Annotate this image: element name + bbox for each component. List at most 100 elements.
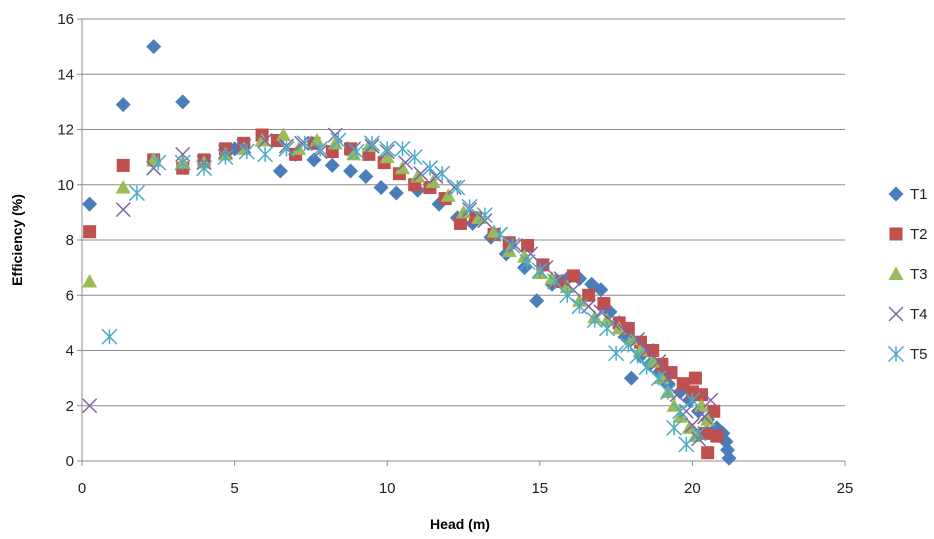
data-point: [492, 226, 509, 243]
data-point: [611, 320, 627, 335]
data-point: [275, 127, 291, 142]
data-point: [620, 336, 637, 354]
data-point: [446, 179, 462, 196]
data-point: [608, 345, 625, 362]
data-point: [559, 279, 575, 293]
data-point: [388, 185, 404, 201]
data-point: [519, 254, 536, 271]
data-point: [501, 243, 517, 258]
y-tick-label: 10: [57, 177, 74, 194]
data-point: [440, 188, 456, 202]
legend-marker-t2: [889, 227, 903, 241]
data-point: [669, 387, 685, 403]
x-tick-label: 0: [78, 480, 86, 497]
data-point: [593, 304, 609, 320]
data-point: [659, 383, 677, 400]
legend-label: T1: [910, 186, 928, 203]
data-point: [379, 140, 396, 157]
data-point: [296, 135, 313, 152]
data-point: [523, 246, 539, 262]
data-point: [175, 94, 191, 110]
data-point: [278, 140, 295, 157]
y-tick-label: 8: [66, 232, 74, 249]
data-point: [348, 143, 365, 160]
data-point: [582, 288, 596, 302]
data-point: [651, 354, 667, 370]
y-tick-label: 12: [57, 122, 74, 139]
data-point: [83, 225, 97, 239]
data-point: [174, 154, 191, 171]
data-point: [453, 216, 467, 230]
data-point: [217, 149, 234, 166]
data-point: [664, 366, 678, 380]
data-point: [684, 392, 701, 409]
data-point: [650, 370, 667, 387]
data-point: [586, 312, 603, 329]
data-point: [599, 312, 615, 327]
x-tick-label: 10: [379, 480, 396, 497]
series-t1: [82, 39, 737, 466]
data-point: [678, 403, 694, 419]
data-point: [701, 446, 715, 460]
data-point: [531, 262, 548, 279]
data-point: [449, 179, 466, 196]
data-point: [115, 180, 131, 194]
data-point: [434, 165, 451, 182]
legend-marker-t1: [888, 186, 904, 202]
data-point: [358, 168, 374, 184]
data-point: [461, 198, 478, 215]
data-point: [695, 388, 709, 402]
data-point: [697, 409, 713, 425]
data-point: [257, 133, 273, 149]
data-point: [597, 297, 611, 311]
data-point: [82, 398, 98, 414]
data-point: [571, 298, 588, 315]
data-point: [291, 141, 307, 155]
data-point: [529, 293, 545, 309]
data-point: [306, 152, 322, 168]
legend-marker-t4: [888, 306, 904, 322]
data-point: [629, 347, 646, 365]
data-point: [294, 135, 310, 151]
data-point: [566, 269, 580, 283]
data-point: [690, 425, 707, 442]
x-tick-label: 25: [837, 480, 854, 497]
data-point: [406, 149, 423, 166]
x-axis: 0 5 10 15 20 25: [78, 460, 854, 497]
data-point: [150, 154, 167, 171]
series-t5: [101, 132, 707, 453]
legend-label: T2: [910, 226, 928, 243]
plot-area: [82, 39, 737, 466]
data-point: [379, 149, 395, 164]
y-tick-label: 16: [57, 11, 74, 28]
data-point: [666, 419, 683, 436]
legend: T1 T2 T3 T4 T5: [887, 186, 928, 363]
data-point: [707, 404, 721, 418]
data-point: [684, 417, 700, 433]
y-tick-label: 4: [66, 343, 74, 360]
data-point: [456, 204, 471, 219]
legend-label: T5: [910, 346, 928, 363]
data-point: [476, 207, 493, 224]
data-point: [330, 132, 347, 149]
data-point: [257, 146, 274, 163]
data-point: [593, 282, 609, 298]
y-axis: 0 2 4 6 8 10 12 14 16: [57, 11, 83, 470]
data-point: [678, 436, 695, 453]
legend-marker-t3: [888, 266, 904, 280]
data-point: [115, 97, 131, 113]
data-point: [254, 133, 270, 147]
y-tick-label: 0: [66, 453, 74, 470]
y-tick-label: 6: [66, 287, 74, 304]
data-point: [598, 320, 615, 337]
data-point: [394, 140, 411, 157]
data-point: [128, 185, 145, 202]
data-point: [471, 210, 487, 224]
series-t2: [83, 128, 724, 460]
data-point: [101, 328, 118, 345]
y-axis-label: Efficiency (%): [9, 194, 25, 286]
data-point: [413, 166, 429, 182]
y-tick-label: 2: [66, 398, 74, 415]
data-point: [394, 160, 410, 175]
